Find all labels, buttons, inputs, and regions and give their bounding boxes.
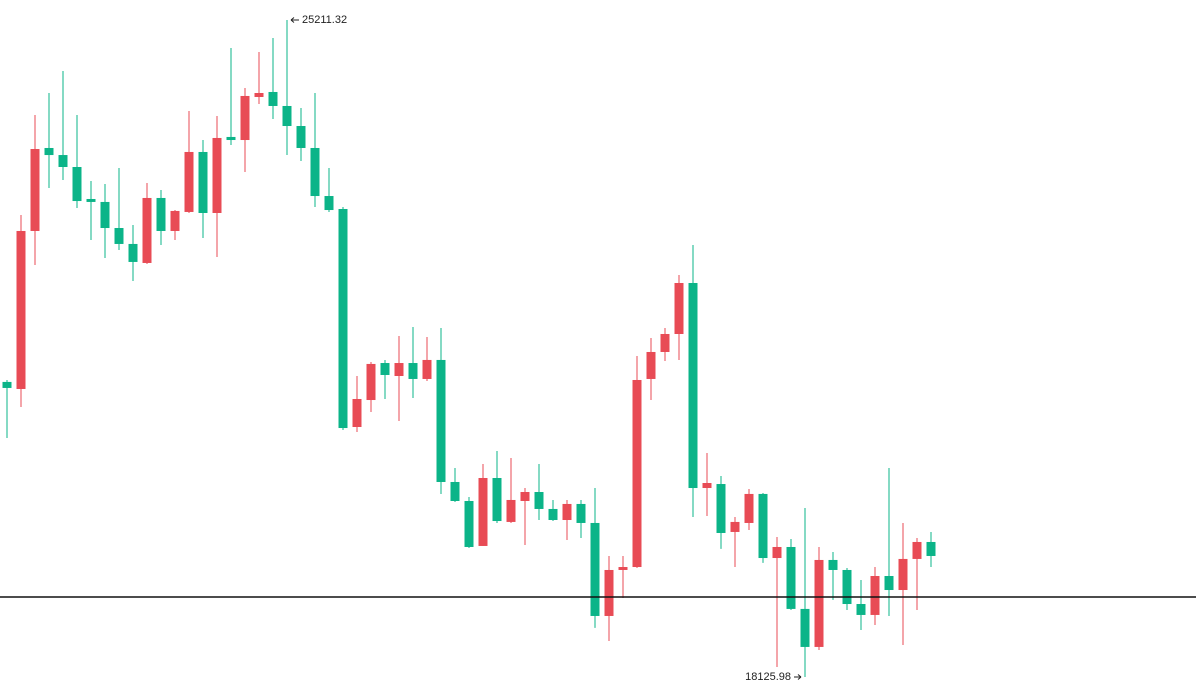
candle-body bbox=[744, 493, 754, 523]
candle-body bbox=[506, 499, 516, 522]
candle-body bbox=[772, 546, 782, 559]
candle-body bbox=[128, 243, 138, 262]
candle-body bbox=[226, 136, 236, 141]
candle-body bbox=[786, 546, 796, 609]
candle-body bbox=[912, 541, 922, 559]
candle-body bbox=[282, 105, 292, 127]
candle-body bbox=[464, 500, 474, 547]
candle-body bbox=[632, 379, 642, 568]
candle-body bbox=[716, 484, 726, 533]
candle-body bbox=[268, 91, 278, 106]
candle-body bbox=[30, 149, 40, 231]
candle-body bbox=[352, 398, 362, 427]
candle-body bbox=[114, 228, 124, 244]
candle-body bbox=[394, 363, 404, 377]
candle-body bbox=[814, 559, 824, 647]
candle-body bbox=[408, 363, 418, 379]
candle-body bbox=[660, 333, 670, 352]
max-label: 25211.32 bbox=[302, 14, 347, 26]
candle-body bbox=[156, 197, 166, 231]
candle-body bbox=[310, 147, 320, 197]
candle-body bbox=[478, 477, 488, 546]
candle-body bbox=[86, 198, 96, 202]
candle-body bbox=[828, 559, 838, 570]
candle-body bbox=[240, 95, 250, 141]
candle-body bbox=[730, 521, 740, 532]
candle-body bbox=[436, 359, 446, 482]
candle-body bbox=[492, 477, 502, 522]
candle-body bbox=[338, 209, 348, 429]
min-label: 18125.98 bbox=[745, 671, 791, 683]
candle-body bbox=[856, 604, 866, 615]
candle-body bbox=[590, 522, 600, 616]
candle-body bbox=[450, 481, 460, 501]
arrow bbox=[290, 17, 299, 23]
candle-body bbox=[16, 230, 26, 389]
candle-body bbox=[520, 491, 530, 501]
candle-body bbox=[534, 491, 544, 509]
candle-body bbox=[2, 381, 12, 388]
candle-body bbox=[884, 576, 894, 591]
candle-body bbox=[100, 201, 110, 229]
candle-body bbox=[548, 508, 558, 521]
candle-body bbox=[800, 608, 810, 647]
candle-body bbox=[674, 282, 684, 334]
candle-body bbox=[198, 151, 208, 213]
candle-body bbox=[170, 210, 180, 231]
candle-body bbox=[72, 166, 82, 202]
candle-body bbox=[604, 569, 614, 616]
candle-body bbox=[758, 493, 768, 559]
candle-body bbox=[296, 126, 306, 148]
candle-body bbox=[870, 576, 880, 615]
candle-body bbox=[254, 93, 264, 97]
candle-body bbox=[142, 197, 152, 263]
candle-body bbox=[842, 569, 852, 605]
candle-body bbox=[702, 483, 712, 489]
candle-body bbox=[422, 359, 432, 379]
candle-body bbox=[380, 363, 390, 375]
candle-body bbox=[324, 196, 334, 211]
candle-body bbox=[646, 351, 656, 379]
candle-body bbox=[898, 558, 908, 591]
candle-body bbox=[212, 137, 222, 213]
candle-body bbox=[926, 541, 936, 556]
candle-body bbox=[366, 363, 376, 401]
candle-body bbox=[58, 155, 68, 167]
candle-body bbox=[618, 567, 628, 570]
candle-body bbox=[688, 282, 698, 489]
candle-body bbox=[44, 147, 54, 156]
candle-body bbox=[576, 503, 586, 523]
candle-body bbox=[184, 151, 194, 212]
arrow bbox=[794, 674, 802, 680]
candle-body bbox=[562, 503, 572, 521]
